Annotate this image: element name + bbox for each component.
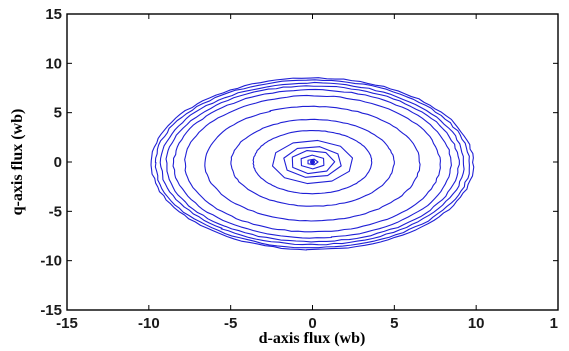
y-tick-label-1: -10: [40, 253, 62, 270]
trajectory-ring-12: [154, 79, 470, 249]
x-tick-label-2: -5: [224, 315, 237, 332]
y-tick-label-4: 5: [54, 105, 62, 122]
x-tick-label-4: 5: [390, 315, 398, 332]
x-axis-label: d-axis flux (wb): [259, 330, 366, 347]
y-tick-label-6: 15: [45, 6, 62, 23]
trajectory-ring-1: [300, 154, 325, 170]
x-tick-labels: -15 -10 -5 0 5 10 1: [56, 315, 558, 333]
trajectory-ring-10: [165, 85, 460, 243]
x-tick-label-1: -10: [138, 315, 160, 332]
trajectory-ring-13: [150, 77, 475, 251]
trajectory-ring-7: [204, 105, 421, 222]
y-tick-label-3: 0: [54, 154, 62, 171]
trajectory-group: [150, 77, 475, 251]
trajectory-ring-2: [291, 149, 336, 175]
trajectory-ring-9: [172, 88, 452, 239]
x-tick-label-3: 0: [308, 315, 316, 332]
trajectory-ring-0: [307, 158, 319, 166]
trajectory-ring-5: [252, 130, 373, 195]
trajectory-start-point: [310, 159, 315, 165]
x-tick-label-6: 1: [550, 315, 558, 332]
y-axis-label: q-axis flux (wb): [9, 109, 26, 216]
x-tick-label-5: 10: [468, 315, 485, 332]
trajectory-ring-8: [184, 94, 441, 233]
trajectory-ring-6: [230, 118, 395, 207]
y-tick-label-5: 10: [45, 55, 62, 72]
trajectory-ring-4: [271, 139, 354, 185]
trajectory-ring-11: [159, 81, 465, 246]
y-tick-label-0: -15: [40, 302, 62, 319]
x-tick-label-0: -15: [56, 315, 78, 332]
trajectory-ring-3: [283, 146, 342, 178]
y-tick-labels: -15 -10 -5 0 5 10 15: [40, 6, 62, 320]
y-tick-label-2: -5: [49, 203, 62, 220]
plot-frame: [66, 13, 559, 311]
